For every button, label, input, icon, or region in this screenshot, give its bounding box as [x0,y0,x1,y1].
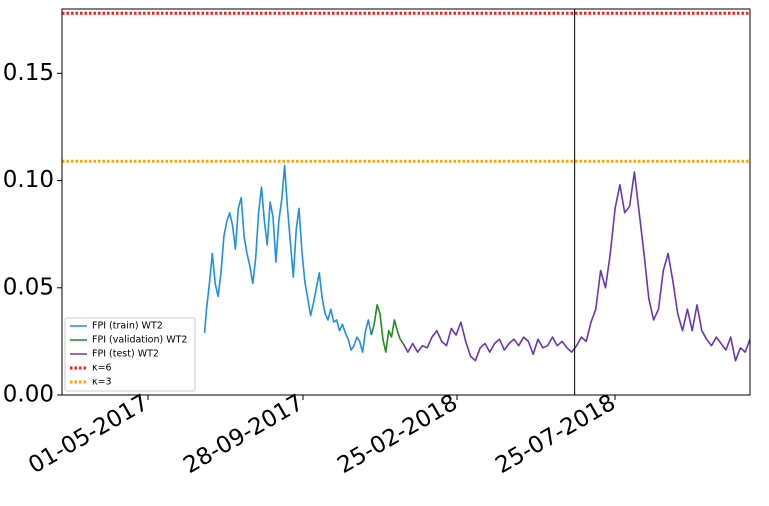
legend-label: FPI (validation) WT2 [92,335,187,346]
y-tick-label: 0.15 [3,60,54,86]
y-tick-label: 0.00 [3,382,54,408]
y-axis: 0.00 0.05 0.10 0.15 [3,60,62,408]
series-layer [62,11,751,362]
y-tick-label: 0.05 [3,274,54,300]
series-line-2 [402,171,751,362]
legend: FPI (train) WT2 FPI (validation) WT2 FPI (… [64,317,196,392]
x-tick-label: 28-09-2017 [179,390,308,479]
legend-label: κ=3 [92,377,112,388]
series-line-1 [370,304,404,353]
legend-label: FPI (test) WT2 [92,349,159,360]
legend-label: κ=6 [92,363,112,374]
legend-box [64,317,196,392]
series-line-0 [203,164,373,353]
x-tick-label: 25-02-2018 [333,390,462,479]
y-tick-label: 0.10 [3,167,54,193]
legend-label: FPI (train) WT2 [92,321,163,332]
plot-frame [61,8,751,396]
x-axis: 01-05-2017 28-09-2017 25-02-2018 25-07-2018 [24,390,620,479]
x-tick-label: 25-07-2018 [491,390,620,479]
